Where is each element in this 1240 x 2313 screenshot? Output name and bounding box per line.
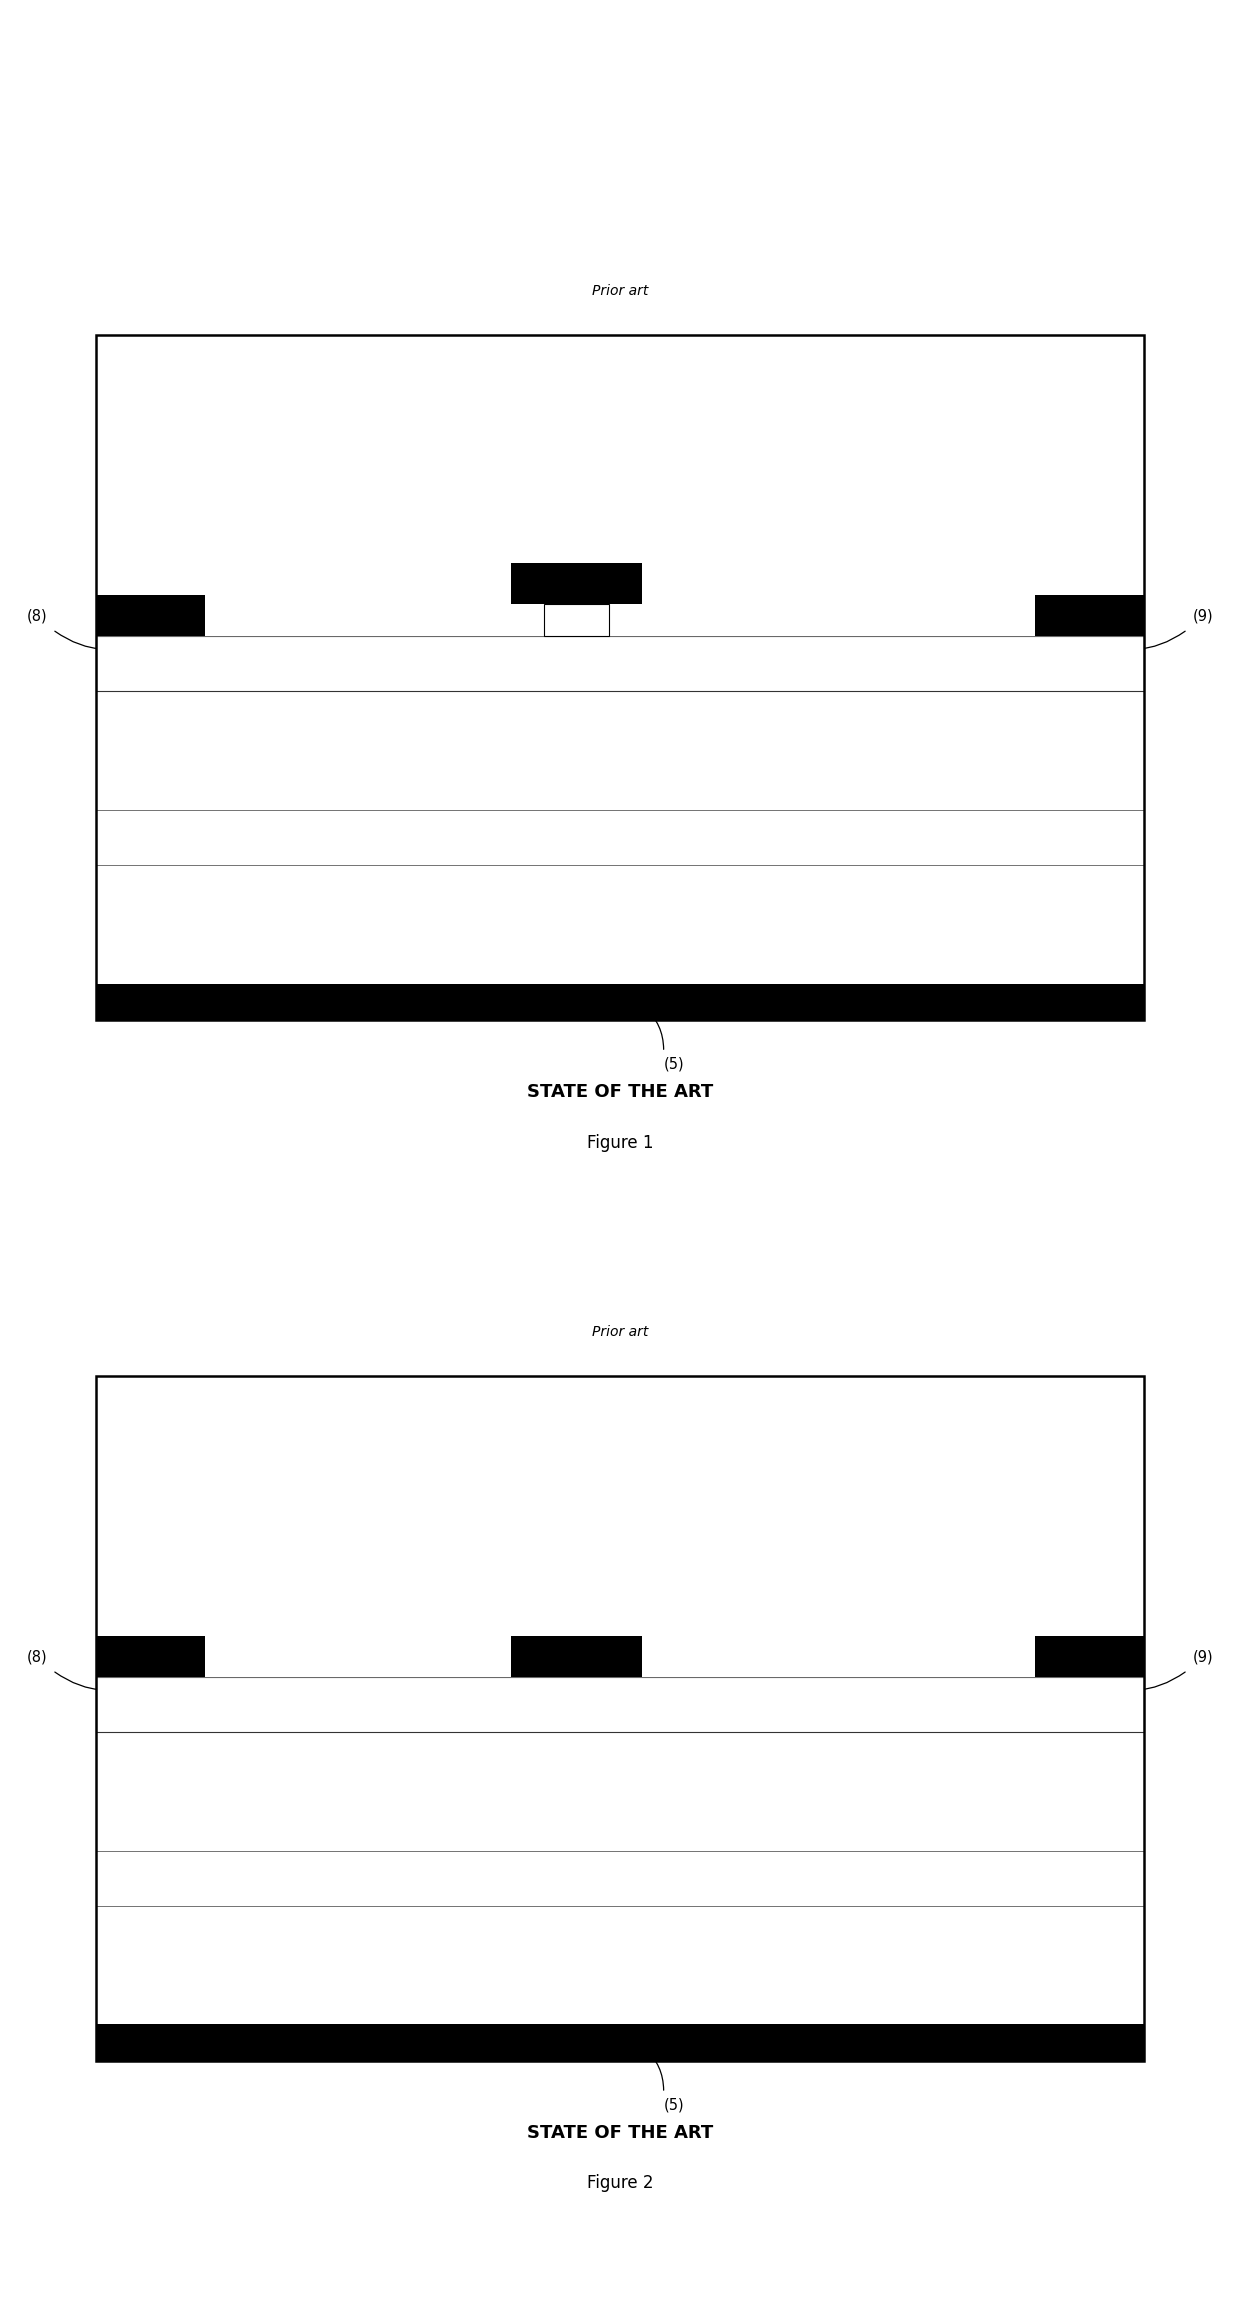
Bar [97,1906,1143,2024]
Text: SiO₂(6): SiO₂(6) [588,460,652,481]
Bar [97,636,1143,692]
Bar [1034,594,1143,636]
Text: (5): (5) [665,2098,684,2112]
Bar [97,2024,1143,2061]
Text: (8): (8) [26,608,47,625]
Bar [97,1376,1143,1677]
Text: Silicon substrate(4): Silicon substrate(4) [542,1957,698,1973]
Text: Figure 1: Figure 1 [587,1133,653,1152]
Bar [97,1732,1143,1850]
Bar [97,594,206,636]
Text: Prior art: Prior art [591,284,649,298]
Text: STATE OF THE ART: STATE OF THE ART [527,1082,713,1101]
Text: Transition layer(3): Transition layer(3) [547,830,693,844]
Bar [97,1635,206,1677]
Bar [511,1635,642,1677]
Bar [97,983,1143,1020]
Bar [97,335,1143,636]
Bar [543,604,609,636]
Text: Gate(10): Gate(10) [675,520,740,534]
Bar [97,810,1143,865]
Text: Silicon substrate(4): Silicon substrate(4) [542,916,698,932]
Text: pGaN(11): pGaN(11) [434,520,505,534]
Bar [97,1850,1143,1906]
Text: (9): (9) [1193,608,1214,625]
Text: Prior art: Prior art [591,1325,649,1339]
Bar [97,692,1143,810]
Bar [97,335,1143,1020]
Text: Figure 2: Figure 2 [587,2174,653,2193]
Text: Gate(12): Gate(12) [675,1591,740,1608]
Text: (5): (5) [665,1057,684,1071]
Text: STATE OF THE ART: STATE OF THE ART [527,2123,713,2142]
Text: (9): (9) [1193,1649,1214,1665]
Bar [97,1677,1143,1732]
Bar [511,564,642,604]
Text: AlGaN layer(1): AlGaN layer(1) [560,1698,680,1712]
Text: AlGaN layer(1): AlGaN layer(1) [560,657,680,671]
Text: GaN layer(2): GaN layer(2) [569,1783,671,1800]
Text: SiO₂(6): SiO₂(6) [588,1501,652,1522]
Text: (8): (8) [26,1649,47,1665]
Text: GaN layer(2): GaN layer(2) [569,742,671,759]
Text: Transition layer(3): Transition layer(3) [547,1871,693,1885]
Bar [1034,1635,1143,1677]
Bar [97,865,1143,983]
Bar [97,1376,1143,2061]
